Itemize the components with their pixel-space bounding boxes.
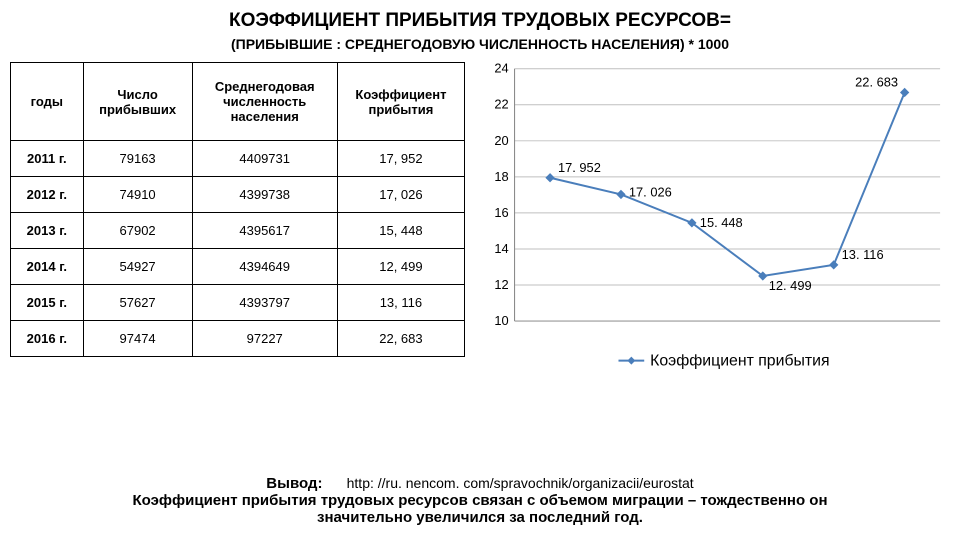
table-cell: 4399738: [192, 177, 337, 213]
y-tick-label: 24: [494, 62, 508, 76]
data-table: годыЧисло прибывшихСреднегодовая численн…: [10, 62, 465, 357]
conclusion-block: Вывод: http: //ru. nencom. com/spravochn…: [0, 475, 960, 526]
table-header-cell: Число прибывших: [83, 63, 192, 141]
legend-marker: [627, 357, 635, 365]
source-url: http: //ru. nencom. com/spravochnik/orga…: [347, 475, 694, 491]
table-cell: 4409731: [192, 141, 337, 177]
table-row: 2012 г.74910439973817, 026: [11, 177, 465, 213]
table-header-cell: годы: [11, 63, 84, 141]
table-header-cell: Коэффициент прибытия: [337, 63, 464, 141]
table-cell: 17, 026: [337, 177, 464, 213]
data-marker: [901, 88, 909, 96]
table-cell: 4394649: [192, 249, 337, 285]
table-cell: 4395617: [192, 213, 337, 249]
data-label: 17. 952: [558, 160, 601, 175]
table-cell: 2014 г.: [11, 249, 84, 285]
table-cell: 2015 г.: [11, 285, 84, 321]
conclusion-lead: Вывод:: [266, 475, 322, 492]
table-cell: 2011 г.: [11, 141, 84, 177]
conclusion-line-2: значительно увеличился за последний год.: [40, 509, 920, 526]
table-cell: 2016 г.: [11, 321, 84, 357]
y-tick-label: 12: [494, 277, 508, 292]
chart-svg: 10 12 14 16 18 20 22 24 17. 952 17. 026 15. 448 12.…: [475, 62, 950, 402]
content-row: годыЧисло прибывшихСреднегодовая численн…: [0, 62, 960, 402]
legend-label: Коэффициент прибытия: [650, 353, 829, 370]
data-label: 17. 026: [629, 184, 672, 199]
line-chart: 10 12 14 16 18 20 22 24 17. 952 17. 026 15. 448 12.…: [475, 62, 950, 402]
table-cell: 2013 г.: [11, 213, 84, 249]
y-tick-label: 14: [494, 241, 508, 256]
data-label: 15. 448: [700, 215, 743, 230]
y-tick-label: 20: [494, 133, 508, 148]
table-cell: 54927: [83, 249, 192, 285]
data-marker: [830, 261, 838, 269]
conclusion-line-1: Коэффициент прибытия трудовых ресурсов с…: [40, 492, 920, 509]
table-cell: 4393797: [192, 285, 337, 321]
page-title: КОЭФФИЦИЕНТ ПРИБЫТИЯ ТРУДОВЫХ РЕСУРСОВ=: [0, 0, 960, 32]
table-row: 2016 г.974749722722, 683: [11, 321, 465, 357]
table-cell: 15, 448: [337, 213, 464, 249]
table-cell: 97227: [192, 321, 337, 357]
table-cell: 12, 499: [337, 249, 464, 285]
data-label: 22. 683: [855, 75, 898, 90]
table-cell: 67902: [83, 213, 192, 249]
table-cell: 17, 952: [337, 141, 464, 177]
y-tick-label: 10: [494, 313, 508, 328]
table-cell: 22, 683: [337, 321, 464, 357]
table-cell: 97474: [83, 321, 192, 357]
table-cell: 79163: [83, 141, 192, 177]
table-header-row: годыЧисло прибывшихСреднегодовая численн…: [11, 63, 465, 141]
table-row: 2011 г.79163440973117, 952: [11, 141, 465, 177]
page-subtitle: (ПРИБЫВШИЕ : СРЕДНЕГОДОВУЮ ЧИСЛЕННОСТЬ Н…: [0, 32, 960, 62]
table-row: 2015 г.57627439379713, 116: [11, 285, 465, 321]
y-tick-label: 22: [494, 97, 508, 112]
table-header-cell: Среднегодовая численность населения: [192, 63, 337, 141]
data-label: 13. 116: [842, 247, 884, 262]
table-row: 2014 г.54927439464912, 499: [11, 249, 465, 285]
data-marker: [617, 190, 625, 198]
data-table-wrap: годыЧисло прибывшихСреднегодовая численн…: [10, 62, 465, 402]
table-cell: 57627: [83, 285, 192, 321]
data-marker: [546, 174, 554, 182]
table-cell: 2012 г.: [11, 177, 84, 213]
table-row: 2013 г.67902439561715, 448: [11, 213, 465, 249]
table-cell: 74910: [83, 177, 192, 213]
table-cell: 13, 116: [337, 285, 464, 321]
y-tick-label: 16: [494, 205, 508, 220]
y-tick-label: 18: [494, 169, 508, 184]
data-label: 12. 499: [769, 278, 812, 293]
